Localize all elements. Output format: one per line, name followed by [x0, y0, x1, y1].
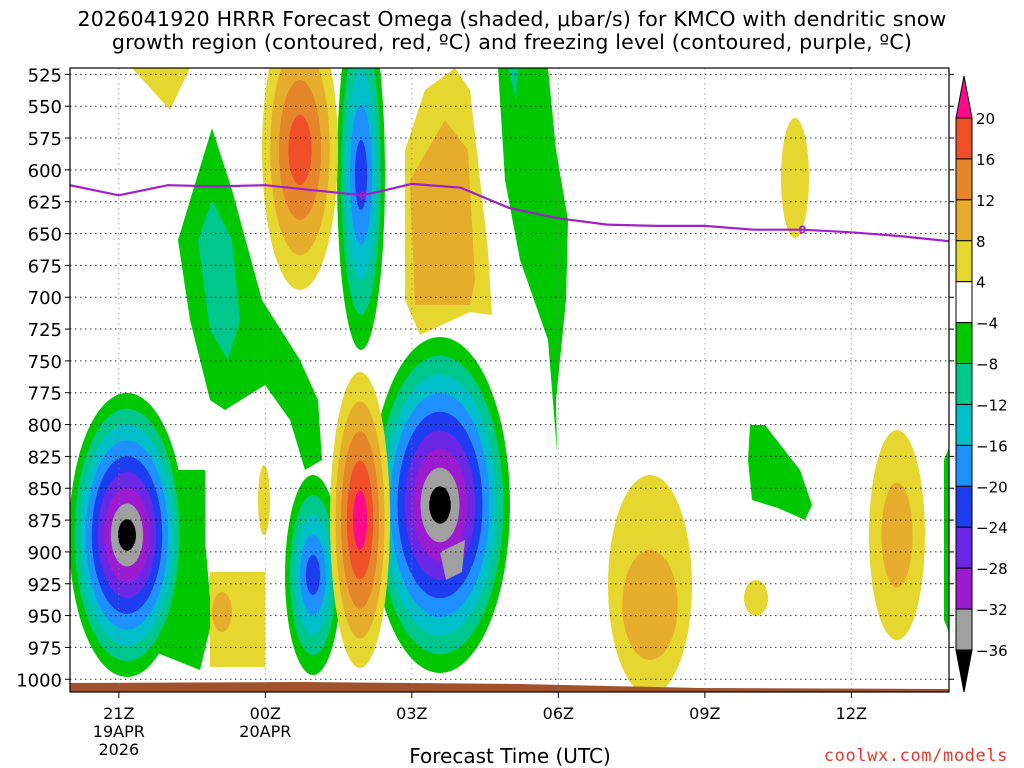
y-tick-label: 525 — [28, 65, 62, 86]
chart-title: 2026041920 HRRR Forecast Omega (shaded, … — [0, 8, 1024, 54]
colorbar-bottom-arrow — [955, 649, 973, 693]
y-tick-label: 800 — [28, 416, 62, 437]
colorbar-bin — [955, 444, 973, 487]
colorbar-bin — [955, 281, 973, 324]
y-tick-label: 1000 — [16, 670, 62, 691]
title-line-2: growth region (contoured, red, ºC) and f… — [111, 30, 913, 54]
rising-core-03z — [370, 337, 510, 673]
x-tick-label: 00Z — [250, 704, 281, 723]
colorbar-bin — [955, 567, 973, 610]
colorbar-label: 12 — [976, 192, 995, 210]
freezing-level-label: 0 — [799, 224, 807, 237]
colorbar-bin — [955, 403, 973, 446]
y-tick-label: 550 — [28, 97, 62, 118]
y-tick-label: 575 — [28, 129, 62, 150]
colorbar-label: −4 — [976, 315, 998, 333]
y-tick-label: 625 — [28, 193, 62, 214]
ground-strip — [70, 682, 949, 692]
rising-moderate-tip-05z — [508, 68, 518, 100]
sinking-sliver-00z — [258, 465, 270, 535]
rising-column-02z-upper-band — [354, 140, 368, 210]
colorbar-bin — [955, 158, 973, 201]
y-tick-label: 875 — [28, 511, 62, 532]
rising-core-21z — [70, 393, 185, 677]
y-tick-label: 725 — [28, 320, 62, 341]
sinking-region-21z-upper — [132, 68, 190, 110]
y-tick-label: 925 — [28, 575, 62, 596]
colorbar-label: −32 — [976, 601, 1008, 619]
colorbar-bin — [955, 608, 973, 651]
sinking-moderate-region-03z-upper — [410, 120, 475, 305]
sinking-column-01z-upper-band — [288, 115, 312, 185]
rising-column-02z-upper — [337, 68, 385, 350]
x-tick-sublabel: 2026 — [98, 740, 139, 759]
sinking-region-10z-lower — [744, 580, 768, 616]
colorbar-label: 8 — [976, 233, 986, 251]
colorbar-bin — [955, 485, 973, 528]
sinking-region-08z — [608, 475, 692, 692]
colorbar-bin — [955, 363, 973, 405]
colorbar-label: 20 — [976, 110, 995, 128]
rising-core-01z-lower-band — [305, 555, 321, 595]
y-tick-label: 825 — [28, 447, 62, 468]
sinking-region-13z — [869, 430, 925, 640]
colorbar-label: −28 — [976, 560, 1008, 578]
y-tick-label: 675 — [28, 256, 62, 277]
plot-frame — [69, 67, 950, 693]
colorbar-label: −8 — [976, 356, 998, 374]
sinking-spot-2330z — [212, 592, 232, 632]
colorbar-label: −24 — [976, 519, 1008, 537]
x-tick-label: 21Z — [103, 704, 134, 723]
y-tick-label: 600 — [28, 161, 62, 182]
colorbar-top-arrow — [955, 75, 973, 119]
sinking-sliver-00z-band — [258, 465, 270, 535]
colorbar-label: 16 — [976, 151, 995, 169]
y-tick-label: 775 — [28, 384, 62, 405]
freezing-level-line — [70, 182, 949, 243]
colorbar-label: −36 — [976, 642, 1008, 660]
colorbar-bin — [955, 526, 973, 569]
rising-weak-edge — [944, 447, 949, 633]
sinking-region-08z-band — [622, 550, 678, 660]
rising-weak-region-10z — [748, 425, 812, 520]
credit-text[interactable]: coolwx.com/models — [823, 746, 1008, 766]
y-tick-label: 850 — [28, 479, 62, 500]
x-axis-label: Forecast Time (UTC) — [409, 744, 611, 768]
rising-core-21z-band — [118, 519, 136, 551]
colorbar-label: −16 — [976, 437, 1008, 455]
rising-core-03z-band — [429, 486, 451, 524]
y-tick-label: 700 — [28, 288, 62, 309]
rising-weak-region-05z — [498, 68, 568, 452]
sinking-spot-2330z-band — [212, 592, 232, 632]
colorbar-label: −12 — [976, 396, 1008, 414]
x-tick-label: 03Z — [396, 704, 427, 723]
sinking-region-13z-band — [881, 482, 913, 588]
y-tick-label: 750 — [28, 352, 62, 373]
y-tick-label: 950 — [28, 607, 62, 628]
rising-moderate-region-22z — [198, 200, 240, 360]
x-tick-label: 12Z — [836, 704, 867, 723]
rising-core-03z-notch — [440, 540, 465, 580]
colorbar-bin — [955, 240, 973, 283]
x-tick-label: 06Z — [543, 704, 574, 723]
colorbar-label: 4 — [976, 274, 986, 292]
x-tick-label: 09Z — [689, 704, 720, 723]
sinking-region-11z-upper-band — [781, 118, 809, 238]
x-tick-sublabel: 19APR — [93, 722, 145, 741]
y-tick-label: 650 — [28, 225, 62, 246]
rising-core-01z-lower — [285, 475, 341, 675]
y-tick-label: 900 — [28, 543, 62, 564]
colorbar-bin — [955, 117, 973, 160]
sinking-column-01z-upper — [262, 68, 338, 290]
sinking-region-10z-lower-band — [744, 580, 768, 616]
title-line-1: 2026041920 HRRR Forecast Omega (shaded, … — [77, 7, 947, 31]
freezing-level-label: 0 — [359, 189, 367, 202]
sinking-region-11z-upper — [781, 118, 809, 238]
colorbar-label: −20 — [976, 478, 1008, 496]
y-tick-label: 975 — [28, 638, 62, 659]
colorbar-bin — [955, 322, 973, 365]
colorbar-bin — [955, 199, 973, 242]
x-tick-sublabel: 20APR — [239, 722, 291, 741]
